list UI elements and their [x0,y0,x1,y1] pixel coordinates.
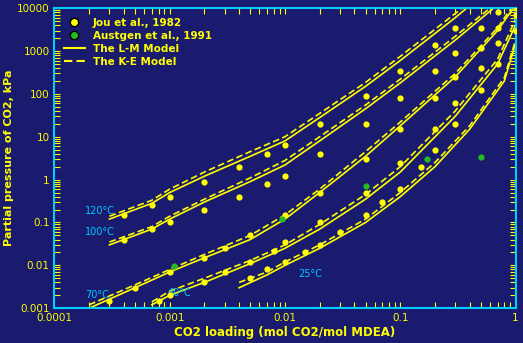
Text: 100°C: 100°C [85,227,115,237]
Text: 120°C: 120°C [85,205,115,215]
X-axis label: CO2 loading (mol CO2/mol MDEA): CO2 loading (mol CO2/mol MDEA) [174,326,395,339]
Text: 70°C: 70°C [85,290,109,300]
Text: 40°C: 40°C [167,288,191,298]
Legend: Jou et al., 1982, Austgen et al., 1991, The L-M Model, The K-E Model: Jou et al., 1982, Austgen et al., 1991, … [60,13,216,71]
Y-axis label: Partial pressure of CO2, kPa: Partial pressure of CO2, kPa [4,70,14,246]
Text: 25°C: 25°C [298,269,322,279]
